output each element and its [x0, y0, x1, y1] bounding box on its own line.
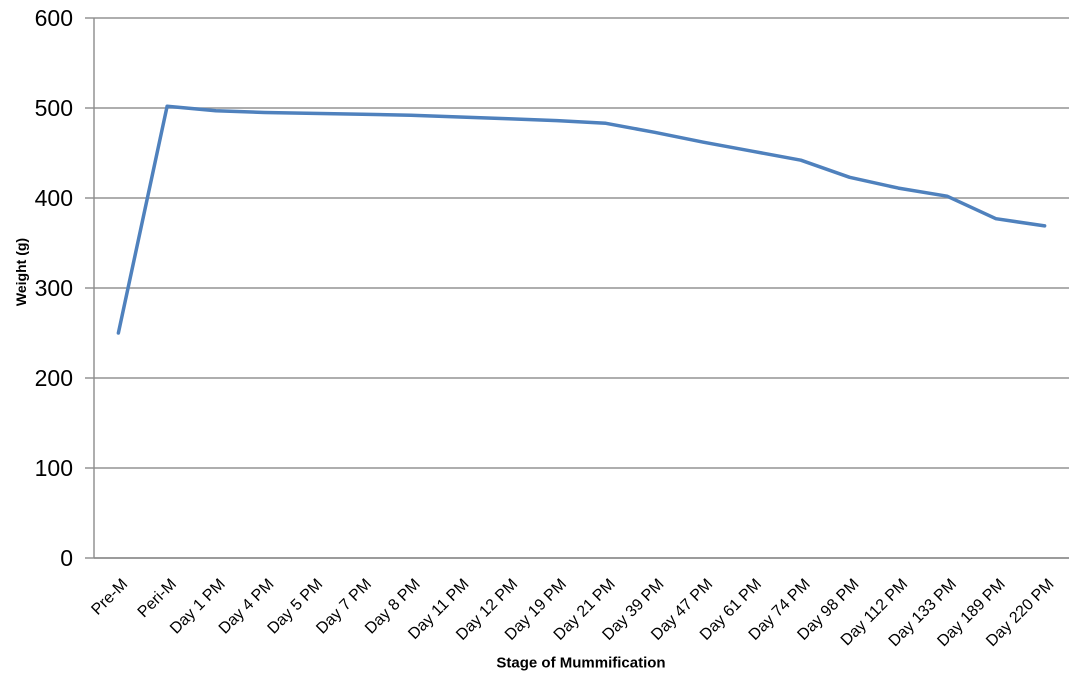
y-axis-title: Weight (g): [13, 237, 29, 307]
y-tick-label: 0: [60, 545, 73, 571]
y-tick-label: 600: [35, 5, 73, 31]
x-axis-title: Stage of Mummification: [496, 654, 666, 672]
y-tick-label: 400: [35, 185, 73, 211]
y-tick-label: 200: [35, 365, 73, 391]
y-tick-label: 100: [35, 455, 73, 481]
x-tick-label: Pre-M: [88, 576, 131, 619]
x-tick-label: Peri-M: [135, 576, 180, 621]
series-line: [116, 104, 1047, 335]
y-tick-label: 500: [35, 95, 73, 121]
y-tick-label: 300: [35, 275, 73, 301]
